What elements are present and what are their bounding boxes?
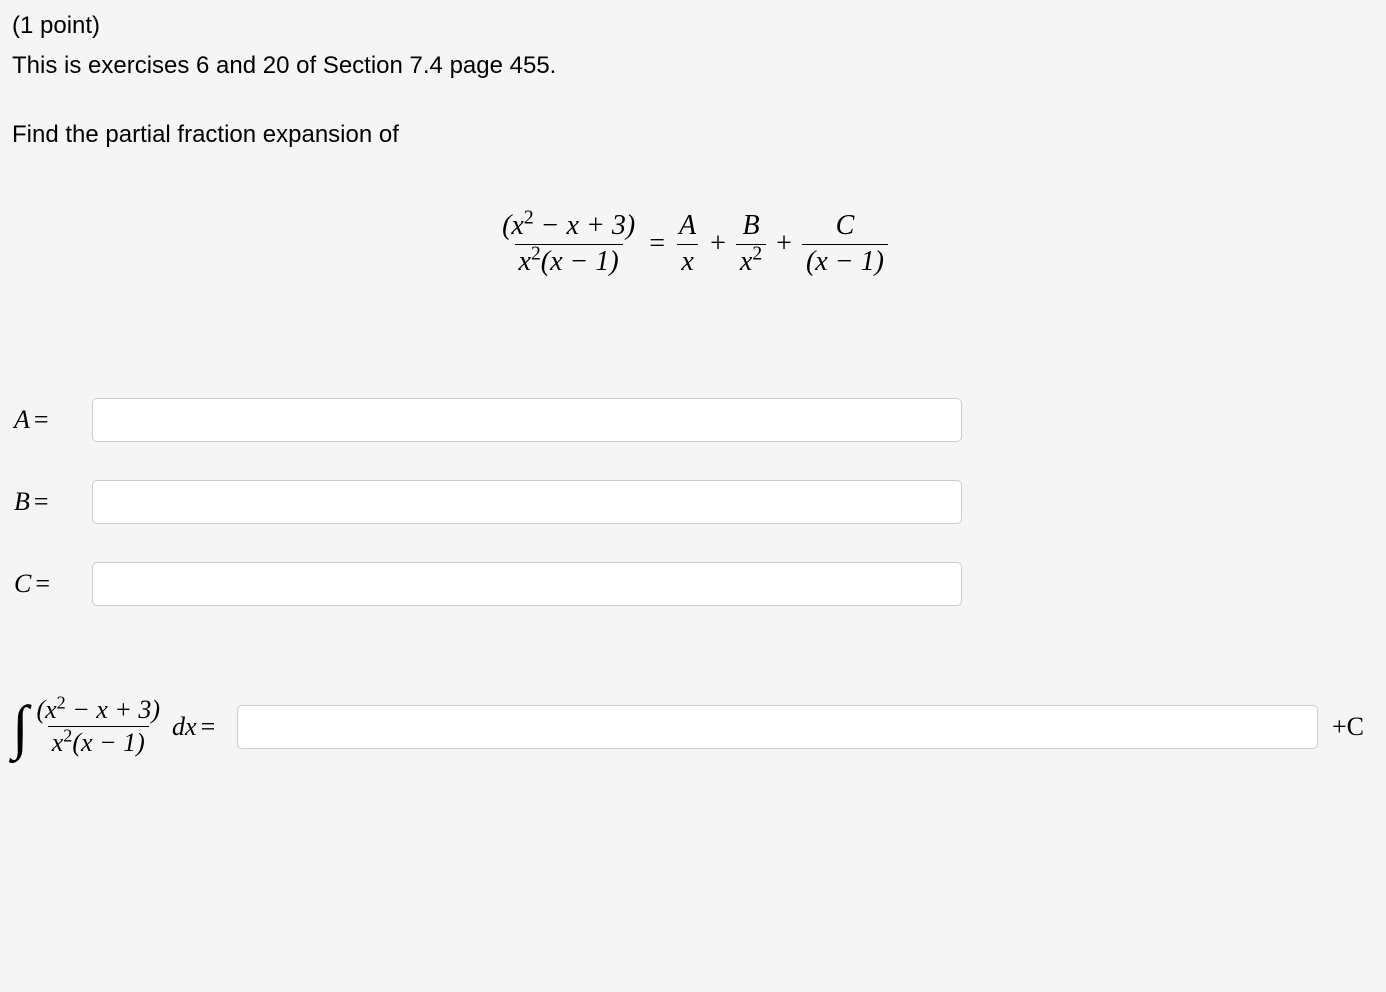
label-a: A= bbox=[12, 405, 92, 435]
input-a[interactable] bbox=[92, 398, 962, 442]
label-c: C= bbox=[12, 569, 92, 599]
points-label: (1 point) bbox=[12, 10, 1374, 42]
integral-sign: ∫ bbox=[12, 697, 32, 757]
plus-c-label: +C bbox=[1332, 712, 1374, 742]
equation-display: (x2 − x + 3) x2(x − 1) = A x + B x2 + C … bbox=[12, 211, 1374, 278]
exercise-reference: This is exercises 6 and 20 of Section 7.… bbox=[12, 50, 1374, 82]
term-b: B x2 bbox=[736, 211, 766, 278]
intro-block: (1 point) This is exercises 6 and 20 of … bbox=[12, 10, 1374, 151]
input-c[interactable] bbox=[92, 562, 962, 606]
answer-row-b: B= bbox=[12, 480, 1374, 524]
equals-sign: = bbox=[639, 228, 675, 260]
plus-sign: + bbox=[700, 228, 736, 260]
answer-row-a: A= bbox=[12, 398, 1374, 442]
answers-block: A= B= C= bbox=[12, 398, 1374, 606]
integrand-fraction: (x2 − x + 3) x2(x − 1) bbox=[32, 696, 164, 758]
dx-label: dx= bbox=[164, 712, 223, 742]
integral-row: ∫ (x2 − x + 3) x2(x − 1) dx= +C bbox=[12, 696, 1374, 758]
lhs-fraction: (x2 − x + 3) x2(x − 1) bbox=[498, 211, 639, 278]
input-integral[interactable] bbox=[237, 705, 1318, 749]
input-b[interactable] bbox=[92, 480, 962, 524]
term-a: A x bbox=[675, 211, 700, 278]
plus-sign: + bbox=[766, 228, 802, 260]
term-c: C (x − 1) bbox=[802, 211, 888, 278]
prompt-text: Find the partial fraction expansion of bbox=[12, 119, 1374, 151]
label-b: B= bbox=[12, 487, 92, 517]
answer-row-c: C= bbox=[12, 562, 1374, 606]
